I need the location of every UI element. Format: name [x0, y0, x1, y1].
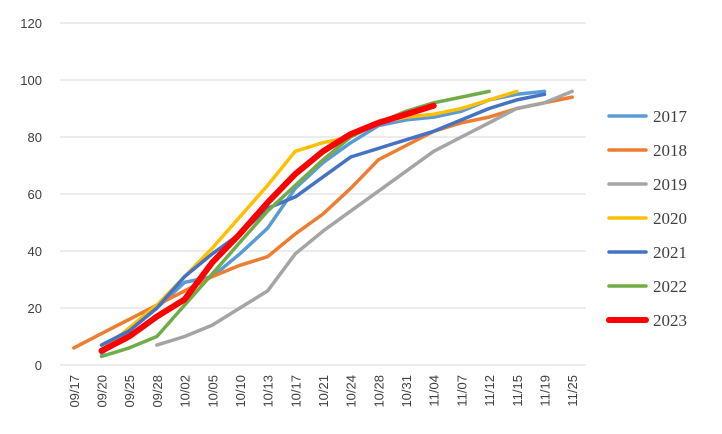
x-tick-label: 10/02: [178, 375, 193, 408]
y-tick-label: 80: [28, 130, 42, 145]
legend-item-2020: 2020: [607, 209, 687, 228]
y-tick-label: 60: [28, 187, 42, 202]
x-tick-label: 10/13: [261, 375, 276, 408]
legend-item-2017: 2017: [607, 107, 688, 126]
legend-label: 2017: [653, 107, 688, 126]
y-tick-label: 0: [35, 358, 42, 373]
legend-label: 2021: [653, 243, 687, 262]
legend-item-2022: 2022: [607, 277, 687, 296]
x-tick-label: 10/21: [316, 375, 331, 408]
legend: 2017 2018 2019 2020 2021 2022 2023: [606, 107, 688, 330]
legend-label: 2019: [653, 175, 687, 194]
x-tick-label: 11/25: [565, 375, 580, 407]
x-tick-label: 09/17: [67, 375, 82, 408]
y-tick-label: 120: [20, 16, 42, 31]
legend-label: 2022: [653, 277, 687, 296]
x-tick-label: 09/20: [95, 375, 110, 408]
legend-label: 2018: [653, 141, 687, 160]
series-line-2021: [99, 92, 547, 347]
x-tick-label: 10/31: [399, 375, 414, 408]
legend-item-2018: 2018: [607, 141, 687, 160]
x-tick-label: 11/12: [482, 375, 497, 407]
x-tick-label: 09/25: [122, 375, 137, 408]
x-tick-label: 10/05: [205, 375, 220, 408]
x-tick-label: 10/24: [344, 375, 359, 408]
x-tick-label: 09/28: [150, 375, 165, 408]
y-tick-label: 20: [28, 301, 42, 316]
x-tick-label: 11/07: [454, 375, 469, 407]
y-tick-label: 40: [28, 244, 42, 259]
x-tick-label: 11/19: [537, 375, 552, 407]
legend-item-2019: 2019: [607, 175, 687, 194]
x-tick-label: 10/28: [371, 375, 386, 408]
legend-label: 2023: [653, 311, 687, 330]
x-tick-label: 10/17: [288, 375, 303, 408]
series-line-2023: [98, 102, 437, 354]
x-tick-label: 11/04: [427, 375, 442, 407]
series-lines: [72, 89, 574, 359]
series-line-2019: [155, 89, 574, 347]
y-tick-label: 100: [20, 73, 42, 88]
x-tick-label: 11/15: [510, 375, 525, 407]
legend-item-2021: 2021: [607, 243, 687, 262]
legend-item-2023: 2023: [606, 311, 687, 330]
x-tick-label: 10/10: [233, 375, 248, 408]
series-line-2017: [99, 89, 547, 356]
legend-label: 2020: [653, 209, 687, 228]
axes: 0 20 40 60 80 100 120 09/17 09/20 09/25 09/28 10/02…: [20, 16, 580, 408]
